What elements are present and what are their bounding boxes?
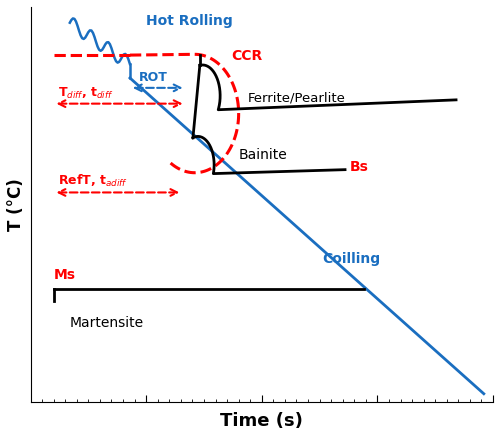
Text: ROT: ROT <box>139 71 168 84</box>
Text: CCR: CCR <box>232 49 263 63</box>
Text: Ferrite/Pearlite: Ferrite/Pearlite <box>248 92 346 105</box>
Y-axis label: T (°C): T (°C) <box>7 178 25 231</box>
Text: Bainite: Bainite <box>238 148 288 162</box>
Text: Coilling: Coilling <box>322 253 380 267</box>
Text: Hot Rolling: Hot Rolling <box>146 14 233 28</box>
Text: T$_{diff}$, t$_{diff}$: T$_{diff}$, t$_{diff}$ <box>58 86 114 101</box>
X-axis label: Time (s): Time (s) <box>220 412 303 430</box>
Text: Ms: Ms <box>54 268 76 282</box>
Text: RefT, t$_{adiff}$: RefT, t$_{adiff}$ <box>58 173 128 189</box>
Text: Bs: Bs <box>350 160 368 174</box>
Text: Martensite: Martensite <box>70 316 144 329</box>
